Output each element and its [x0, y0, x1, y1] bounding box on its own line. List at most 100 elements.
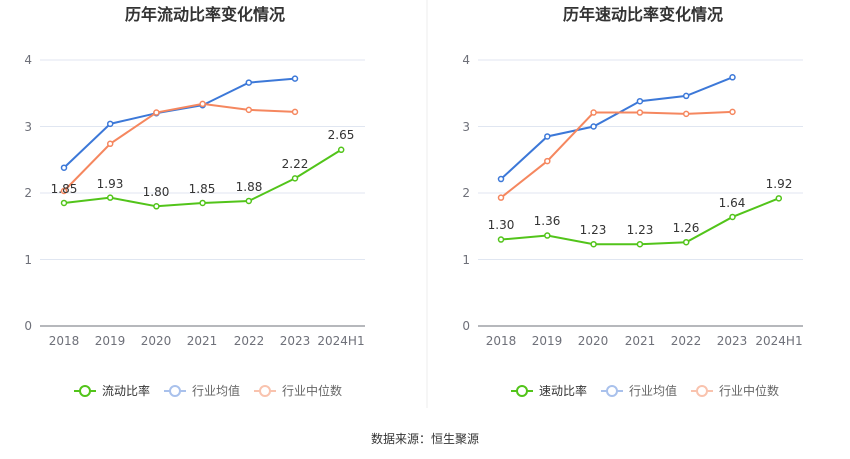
legend-item-current-ratio[interactable]: 流动比率 — [74, 383, 150, 398]
legend: 流动比率 行业均值 行业中位数 — [74, 383, 342, 398]
y-tick-label: 3 — [462, 120, 470, 134]
primary-ratio-point[interactable] — [199, 199, 206, 207]
industry-mean-point[interactable] — [106, 120, 114, 128]
legend-item-industry-mean[interactable]: 行业均值 — [164, 383, 240, 398]
x-tick-label: 2021 — [187, 334, 218, 348]
legend-marker-icon — [259, 385, 271, 397]
x-tick-label: 2019 — [95, 334, 126, 348]
x-tick-label: 2022 — [671, 334, 702, 348]
legend-item-industry-median[interactable]: 行业中位数 — [254, 383, 342, 398]
industry-median-point[interactable] — [199, 100, 206, 108]
industry-mean-point[interactable] — [682, 92, 690, 100]
legend-label: 行业均值 — [629, 383, 677, 398]
industry-median-point[interactable] — [682, 110, 690, 118]
y-axis-ticks: 0 1 2 3 4 — [462, 53, 470, 333]
data-label: 1.93 — [97, 177, 124, 191]
industry-median-point[interactable] — [729, 108, 736, 116]
legend-marker-icon — [516, 385, 528, 397]
industry-median-point[interactable] — [544, 157, 551, 165]
legend-label: 行业中位数 — [719, 383, 779, 398]
primary-ratio-point[interactable] — [60, 199, 68, 207]
primary-ratio-point[interactable] — [337, 146, 345, 154]
primary-ratio-point[interactable] — [682, 238, 690, 246]
legend-item-industry-median[interactable]: 行业中位数 — [691, 383, 779, 398]
y-tick-label: 2 — [462, 186, 470, 200]
series-layer — [497, 74, 783, 248]
data-label: 1.36 — [534, 214, 561, 228]
x-tick-label: 2022 — [234, 334, 265, 348]
x-tick-label: 2018 — [486, 334, 517, 348]
legend-marker-icon — [606, 385, 618, 397]
industry-median-line — [500, 110, 733, 199]
industry-mean-point[interactable] — [60, 164, 68, 171]
current-ratio-chart: 历年流动比率变化情况 0 1 2 3 4 2018 2019 2020 2021… — [24, 5, 365, 398]
chart-title: 历年速动比率变化情况 — [563, 5, 723, 24]
data-label: 1.64 — [719, 196, 746, 210]
industry-median-point[interactable] — [636, 109, 644, 116]
data-label: 2.65 — [328, 128, 355, 142]
industry-mean-point[interactable] — [729, 74, 736, 81]
industry-median-point[interactable] — [497, 194, 505, 201]
legend-item-industry-mean[interactable]: 行业均值 — [601, 383, 677, 398]
data-label: 1.92 — [766, 177, 793, 191]
x-tick-label: 2024H1 — [317, 334, 364, 348]
primary-ratio-point[interactable] — [544, 232, 551, 239]
x-tick-label: 2020 — [578, 334, 609, 348]
y-tick-label: 2 — [24, 186, 32, 200]
industry-mean-point[interactable] — [497, 175, 505, 183]
primary-ratio-point[interactable] — [497, 236, 505, 243]
industry-median-point[interactable] — [153, 109, 160, 116]
x-tick-label: 2021 — [625, 334, 656, 348]
industry-mean-point[interactable] — [291, 75, 299, 82]
data-label: 1.23 — [627, 223, 654, 237]
primary-ratio-point[interactable] — [590, 240, 597, 248]
x-axis-ticks: 2018 2019 2020 2021 2022 2023 2024H1 — [49, 334, 365, 348]
x-tick-label: 2019 — [532, 334, 563, 348]
legend: 速动比率 行业均值 行业中位数 — [511, 383, 779, 398]
legend-label: 流动比率 — [102, 383, 150, 398]
primary-ratio-point[interactable] — [153, 203, 160, 210]
x-tick-label: 2023 — [280, 334, 311, 348]
data-label: 2.22 — [282, 157, 309, 171]
primary-ratio-point[interactable] — [636, 240, 644, 248]
data-source: 数据来源：恒生聚源 — [371, 431, 479, 446]
legend-item-quick-ratio[interactable]: 速动比率 — [511, 383, 587, 398]
industry-median-point[interactable] — [60, 187, 68, 195]
y-tick-label: 0 — [462, 319, 470, 333]
x-tick-label: 2018 — [49, 334, 80, 348]
y-grid — [478, 59, 803, 260]
primary-ratio-point[interactable] — [245, 197, 253, 205]
y-tick-label: 1 — [24, 253, 32, 267]
industry-median-point[interactable] — [590, 109, 597, 116]
legend-label: 行业均值 — [192, 383, 240, 398]
primary-ratio-point[interactable] — [729, 213, 736, 221]
data-label: 1.85 — [51, 182, 78, 196]
industry-median-point[interactable] — [291, 108, 299, 116]
y-tick-label: 4 — [24, 53, 32, 67]
primary-ratio-point[interactable] — [775, 195, 783, 202]
y-tick-label: 4 — [462, 53, 470, 67]
data-label: 1.30 — [488, 218, 515, 232]
data-label: 1.80 — [143, 185, 170, 199]
industry-median-line — [63, 102, 296, 192]
x-axis-ticks: 2018 2019 2020 2021 2022 2023 2024H1 — [486, 334, 803, 348]
industry-mean-point[interactable] — [544, 133, 551, 140]
industry-mean-line — [500, 76, 733, 180]
quick-ratio-chart: 历年速动比率变化情况 0 1 2 3 4 2018 2019 2020 2021… — [462, 5, 803, 398]
legend-marker-icon — [169, 385, 181, 397]
x-tick-label: 2023 — [717, 334, 748, 348]
primary-ratio-point[interactable] — [291, 175, 299, 182]
y-axis-ticks: 0 1 2 3 4 — [24, 53, 32, 333]
industry-median-point[interactable] — [106, 140, 114, 148]
industry-mean-point[interactable] — [590, 123, 597, 130]
industry-mean-point[interactable] — [245, 79, 253, 86]
legend-label: 速动比率 — [539, 383, 587, 398]
x-tick-label: 2020 — [141, 334, 172, 348]
industry-median-point[interactable] — [245, 106, 253, 114]
y-tick-label: 1 — [462, 253, 470, 267]
primary-ratio-point[interactable] — [106, 194, 114, 201]
data-labels: 1.30 1.36 1.23 1.23 1.26 1.64 1.92 — [488, 177, 793, 237]
industry-mean-point[interactable] — [636, 97, 644, 105]
